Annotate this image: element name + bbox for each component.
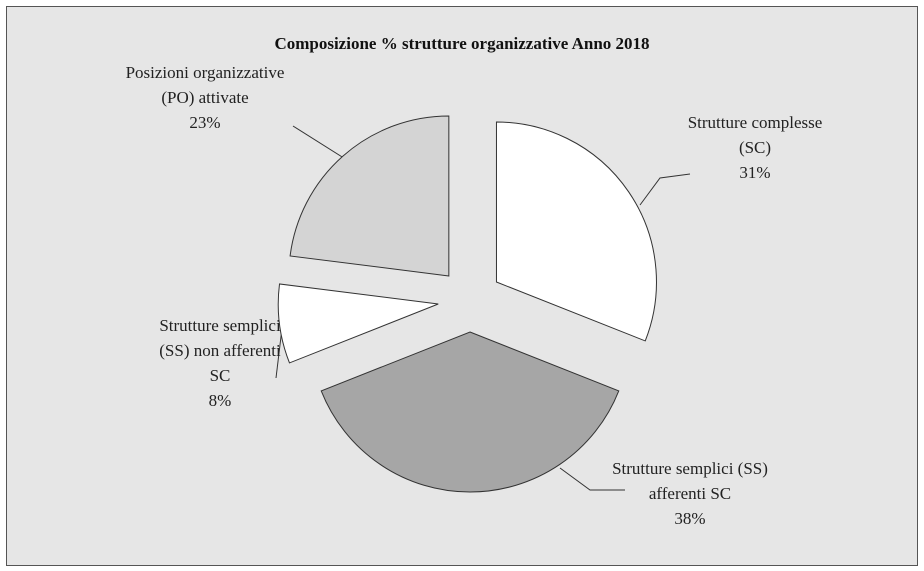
pie-slice [495, 121, 657, 342]
slice-label: Strutture semplici (SS) afferenti SC 38% [590, 456, 790, 531]
pie-slice [277, 283, 439, 364]
pie-slice [289, 115, 450, 277]
slice-name: Posizioni organizzative (PO) attivate [125, 63, 285, 107]
slice-label: Strutture complesse (SC) 31% [680, 110, 830, 185]
slice-percent: 38% [674, 509, 706, 528]
slice-label: Posizioni organizzative (PO) attivate 23% [110, 60, 300, 135]
slice-name: Strutture semplici (SS) afferenti SC [612, 459, 768, 503]
leader-line [559, 467, 625, 491]
slice-name: Strutture semplici (SS) non afferenti SC [159, 316, 281, 385]
slice-label: Strutture semplici (SS) non afferenti SC… [150, 313, 290, 413]
pie-slice [320, 331, 620, 493]
slice-percent: 23% [189, 113, 221, 132]
slice-percent: 31% [739, 163, 771, 182]
slice-percent: 8% [208, 391, 232, 410]
slice-name: Strutture complesse (SC) [687, 113, 823, 157]
chart-title: Composizione % strutture organizzative A… [274, 34, 650, 53]
leader-line [639, 173, 691, 206]
